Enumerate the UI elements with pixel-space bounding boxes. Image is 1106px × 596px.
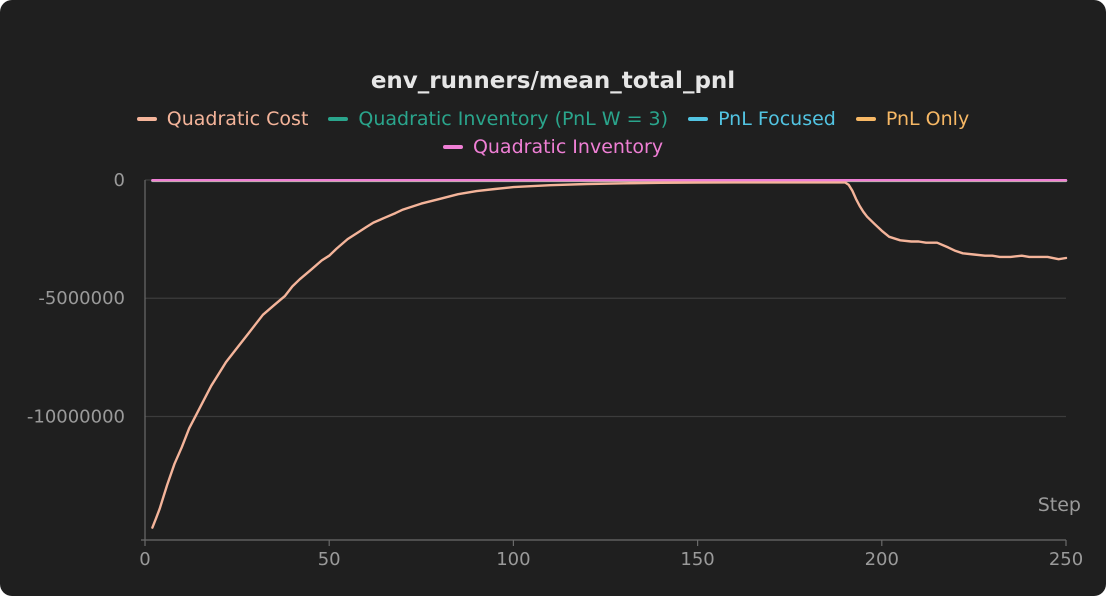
- series-lines: [151, 178, 1068, 529]
- legend-label: Quadratic Inventory: [472, 136, 664, 158]
- legend-label: PnL Focused: [718, 108, 836, 130]
- y-tick-label: 0: [114, 170, 125, 191]
- x-tick-label: 100: [496, 549, 530, 570]
- x-tick-label: 50: [318, 549, 341, 570]
- legend-item-quadratic-inventory[interactable]: Quadratic Inventory: [442, 136, 664, 158]
- legend-swatch: [136, 117, 157, 121]
- legend-label: Quadratic Cost: [166, 108, 309, 130]
- y-tick-label: -10000000: [27, 406, 125, 427]
- chart-title: env_runners/mean_total_pnl: [370, 68, 736, 94]
- legend-swatch: [855, 117, 876, 121]
- x-tick-label: 200: [865, 549, 899, 570]
- x-axis-title: Step: [1038, 494, 1081, 516]
- legend-row-1: Quadratic Cost Quadratic Inventory (PnL …: [0, 108, 1106, 130]
- legend-swatch: [442, 145, 463, 149]
- legend-label: Quadratic Inventory (PnL W = 3): [358, 108, 669, 130]
- legend-item-quadratic-cost[interactable]: Quadratic Cost: [136, 108, 309, 130]
- y-tick-label: -5000000: [38, 288, 125, 309]
- legend-row-2: Quadratic Inventory: [0, 136, 1106, 158]
- legend-swatch: [328, 117, 349, 121]
- legend-item-quadratic-inventory-pnl-w3[interactable]: Quadratic Inventory (PnL W = 3): [328, 108, 668, 130]
- legend-swatch: [688, 117, 709, 121]
- legend-item-pnl-only[interactable]: PnL Only: [855, 108, 970, 130]
- x-tick-label: 250: [1049, 549, 1083, 570]
- axes: 0 -5000000 -10000000 0 50 100 150 200 250: [27, 170, 1083, 570]
- legend-item-pnl-focused[interactable]: PnL Focused: [688, 108, 836, 130]
- x-tick-label: 0: [139, 549, 150, 570]
- x-tick-label: 150: [680, 549, 714, 570]
- legend-label: PnL Only: [885, 108, 970, 130]
- series-line-quadratic-cost[interactable]: [151, 181, 1068, 529]
